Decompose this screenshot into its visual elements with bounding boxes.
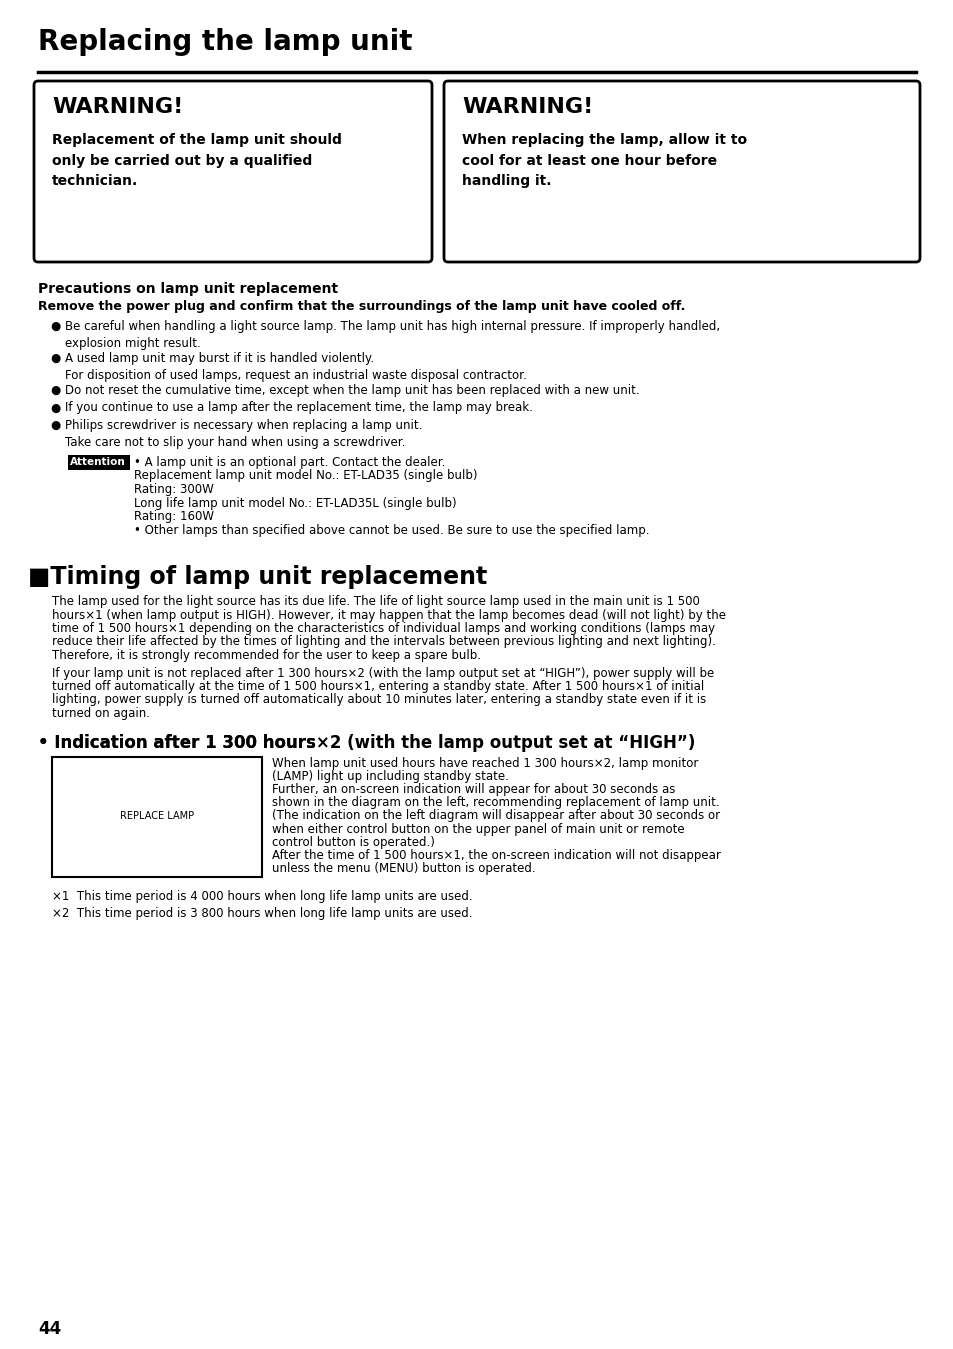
Text: WARNING!: WARNING! <box>52 97 183 117</box>
Text: Attention: Attention <box>70 457 126 467</box>
Text: Therefore, it is strongly recommended for the user to keep a spare bulb.: Therefore, it is strongly recommended fo… <box>52 649 480 662</box>
Text: (The indication on the left diagram will disappear after about 30 seconds or: (The indication on the left diagram will… <box>272 809 720 823</box>
FancyBboxPatch shape <box>34 81 432 262</box>
Text: A used lamp unit may burst if it is handled violently.
For disposition of used l: A used lamp unit may burst if it is hand… <box>65 352 526 382</box>
Text: WARNING!: WARNING! <box>461 97 593 117</box>
Text: hours×1 (when lamp output is HIGH). However, it may happen that the lamp becomes: hours×1 (when lamp output is HIGH). Howe… <box>52 608 725 622</box>
Text: reduce their life affected by the times of lighting and the intervals between pr: reduce their life affected by the times … <box>52 635 715 649</box>
Text: REPLACE LAMP: REPLACE LAMP <box>120 812 193 822</box>
Text: time of 1 500 hours×1 depending on the characteristics of individual lamps and w: time of 1 500 hours×1 depending on the c… <box>52 622 715 635</box>
Text: If your lamp unit is not replaced after 1 300 hours×2 (with the lamp output set : If your lamp unit is not replaced after … <box>52 666 714 680</box>
Text: ●: ● <box>50 320 60 333</box>
Text: The lamp used for the light source has its due life. The life of light source la: The lamp used for the light source has i… <box>52 595 700 608</box>
Text: • Indication after 1 300 hours: • Indication after 1 300 hours <box>38 734 315 753</box>
Text: • Other lamps than specified above cannot be used. Be sure to use the specified : • Other lamps than specified above canno… <box>133 523 649 537</box>
Text: Replacement of the lamp unit should
only be carried out by a qualified
technicia: Replacement of the lamp unit should only… <box>52 134 341 189</box>
Text: Do not reset the cumulative time, except when the lamp unit has been replaced wi: Do not reset the cumulative time, except… <box>65 384 639 397</box>
Text: ■Timing of lamp unit replacement: ■Timing of lamp unit replacement <box>28 565 487 590</box>
Text: • A lamp unit is an optional part. Contact the dealer.: • A lamp unit is an optional part. Conta… <box>133 456 445 469</box>
Text: turned on again.: turned on again. <box>52 707 150 720</box>
Text: Replacing the lamp unit: Replacing the lamp unit <box>38 28 412 57</box>
Text: After the time of 1 500 hours×1, the on-screen indication will not disappear: After the time of 1 500 hours×1, the on-… <box>272 849 720 862</box>
FancyBboxPatch shape <box>443 81 919 262</box>
Text: Long life lamp unit model No.: ET-LAD35L (single bulb): Long life lamp unit model No.: ET-LAD35L… <box>133 496 456 510</box>
Text: turned off automatically at the time of 1 500 hours×1, entering a standby state.: turned off automatically at the time of … <box>52 680 703 693</box>
Text: lighting, power supply is turned off automatically about 10 minutes later, enter: lighting, power supply is turned off aut… <box>52 693 705 707</box>
Text: Be careful when handling a light source lamp. The lamp unit has high internal pr: Be careful when handling a light source … <box>65 320 720 349</box>
Text: Remove the power plug and confirm that the surroundings of the lamp unit have co: Remove the power plug and confirm that t… <box>38 299 684 313</box>
Text: (LAMP) light up including standby state.: (LAMP) light up including standby state. <box>272 770 508 782</box>
Text: Rating: 300W: Rating: 300W <box>133 483 213 496</box>
Text: ●: ● <box>50 352 60 366</box>
Text: ×2  This time period is 3 800 hours when long life lamp units are used.: ×2 This time period is 3 800 hours when … <box>52 907 472 920</box>
Text: Further, an on-screen indication will appear for about 30 seconds as: Further, an on-screen indication will ap… <box>272 782 675 796</box>
Text: ●: ● <box>50 384 60 397</box>
Bar <box>52 757 262 877</box>
Text: ×1  This time period is 4 000 hours when long life lamp units are used.: ×1 This time period is 4 000 hours when … <box>52 890 472 904</box>
Text: Replacement lamp unit model No.: ET-LAD35 (single bulb): Replacement lamp unit model No.: ET-LAD3… <box>133 469 477 483</box>
Text: Rating: 160W: Rating: 160W <box>133 510 213 523</box>
Text: ●: ● <box>50 402 60 414</box>
Bar <box>68 455 130 469</box>
Text: unless the menu (MENU) button is operated.: unless the menu (MENU) button is operate… <box>272 862 535 876</box>
Text: ●: ● <box>50 420 60 432</box>
Text: If you continue to use a lamp after the replacement time, the lamp may break.: If you continue to use a lamp after the … <box>65 402 533 414</box>
Text: When replacing the lamp, allow it to
cool for at least one hour before
handling : When replacing the lamp, allow it to coo… <box>461 134 746 189</box>
Text: • Indication after 1 300 hours×2 (with the lamp output set at “HIGH”): • Indication after 1 300 hours×2 (with t… <box>38 734 695 753</box>
Text: shown in the diagram on the left, recommending replacement of lamp unit.: shown in the diagram on the left, recomm… <box>272 796 719 809</box>
Text: control button is operated.): control button is operated.) <box>272 835 435 849</box>
Text: 44: 44 <box>38 1321 61 1338</box>
Text: when either control button on the upper panel of main unit or remote: when either control button on the upper … <box>272 823 684 835</box>
Text: Precautions on lamp unit replacement: Precautions on lamp unit replacement <box>38 282 337 295</box>
Text: When lamp unit used hours have reached 1 300 hours×2, lamp monitor: When lamp unit used hours have reached 1… <box>272 757 698 769</box>
Text: Philips screwdriver is necessary when replacing a lamp unit.
Take care not to sl: Philips screwdriver is necessary when re… <box>65 420 422 449</box>
